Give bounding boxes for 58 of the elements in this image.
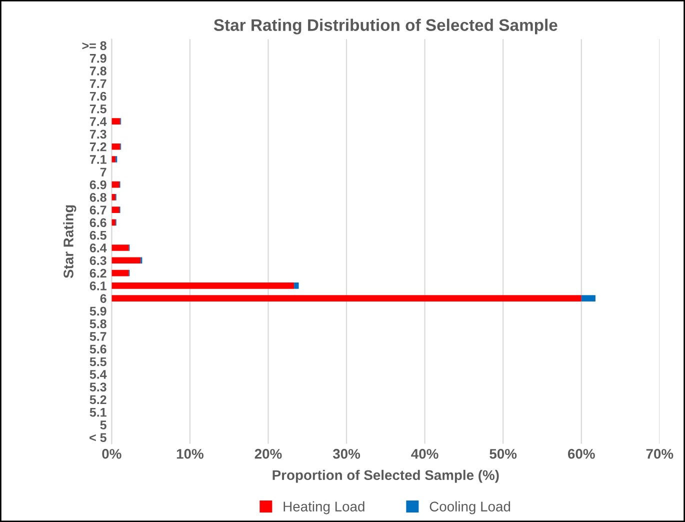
bar	[112, 270, 129, 276]
bar	[112, 244, 129, 251]
y-tick-label: 6.1	[90, 281, 106, 290]
y-tick-label: 5.8	[90, 319, 106, 328]
y-tick-label: 6.7	[90, 206, 106, 214]
y-tick-label: 5.6	[90, 344, 106, 354]
bar	[112, 206, 120, 213]
y-tick-label: 6.6	[90, 218, 106, 228]
legend-label: Cooling Load	[430, 501, 510, 514]
y-tick-label: 7.8	[90, 66, 106, 76]
bar	[112, 118, 120, 124]
x-tick-label: 30%	[332, 448, 360, 459]
y-tick-label: 7.2	[90, 142, 106, 152]
x-axis-title: Proportion of Selected Sample (%)	[272, 470, 499, 483]
y-tick-label: 7.6	[90, 92, 106, 101]
y-tick-label: 7.5	[90, 104, 106, 114]
y-tick-label: < 5	[90, 433, 106, 442]
bar	[581, 295, 596, 302]
y-tick-label: 5	[100, 420, 106, 430]
y-axis-title: Star Rating	[63, 205, 76, 278]
bar	[112, 194, 116, 200]
y-tick-label: >= 8	[82, 41, 106, 50]
y-tick-label: 6.2	[90, 268, 106, 278]
x-tick-label: 20%	[254, 448, 282, 459]
y-tick-label: 5.1	[90, 408, 106, 417]
y-tick-label: 6.5	[90, 230, 106, 240]
bar	[112, 143, 120, 150]
y-tick-label: 5.4	[90, 370, 107, 379]
bar	[112, 181, 120, 188]
y-tick-label: 7.9	[90, 54, 106, 63]
chart-title: Star Rating Distribution of Selected Sample	[214, 18, 558, 34]
y-tick-label: 7	[100, 168, 106, 176]
bar	[112, 156, 116, 162]
y-tick-label: 7.3	[90, 130, 106, 139]
y-tick-label: 7.7	[90, 79, 106, 88]
bar	[112, 295, 582, 302]
bar	[294, 282, 299, 289]
y-tick-label: 5.9	[90, 306, 106, 316]
y-tick-label: 6.4	[90, 244, 107, 252]
y-tick-label: 7.1	[90, 155, 106, 164]
x-tick-label: 10%	[176, 448, 204, 459]
y-tick-label: 5.7	[90, 332, 106, 341]
legend-label: Heating Load	[284, 501, 364, 514]
y-tick-label: 6.8	[90, 192, 106, 202]
x-tick-label: 0%	[102, 448, 122, 459]
x-tick-label: 40%	[411, 448, 438, 459]
bar	[112, 282, 294, 289]
y-tick-label: 5.3	[90, 382, 106, 392]
y-tick-label: 5.2	[90, 395, 106, 404]
y-tick-label: 6.9	[90, 180, 106, 190]
y-tick-label: 7.4	[90, 117, 107, 126]
y-tick-label: 6	[100, 294, 106, 303]
x-tick-label: 50%	[490, 448, 517, 459]
y-tick-label: 6.3	[90, 256, 106, 266]
y-tick-label: 5.5	[90, 357, 106, 366]
x-tick-label: 60%	[568, 448, 595, 459]
bar	[112, 257, 141, 264]
x-tick-label: 70%	[646, 448, 674, 459]
